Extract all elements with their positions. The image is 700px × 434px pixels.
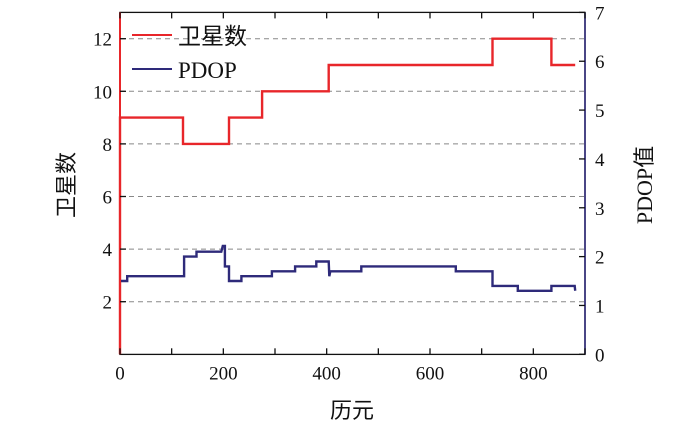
series-line-satellites [118, 37, 576, 355]
series-layer [118, 37, 577, 355]
y-tick-label-right: 1 [595, 296, 605, 317]
x-tick-label: 0 [115, 363, 125, 384]
y-tick-label-left: 6 [103, 188, 113, 209]
x-tick-label: 200 [209, 363, 238, 384]
x-tick-label: 400 [312, 363, 341, 384]
y-tick-label-left: 8 [103, 135, 113, 156]
legend-label-satellites: 卫星数 [178, 24, 247, 49]
x-tick-label: 600 [416, 363, 445, 384]
y-tick-label-right: 5 [595, 101, 605, 122]
y-tick-label-right: 4 [595, 150, 605, 171]
y-tick-label-right: 6 [595, 52, 605, 73]
legend-label-pdop: PDOP [178, 58, 237, 83]
y-tick-label-left: 12 [93, 30, 112, 51]
y-tick-label-right: 7 [595, 3, 605, 24]
y-tick-label-left: 10 [93, 82, 112, 103]
y-axis-label-left: 卫星数 [54, 152, 79, 218]
legend: 卫星数 PDOP [132, 24, 247, 83]
y-tick-label-right: 3 [595, 199, 605, 220]
y-axis-label-right: PDOP值 [632, 146, 657, 224]
x-tick-label: 800 [519, 363, 548, 384]
y-tick-label-left: 2 [103, 293, 113, 314]
y-tick-label-right: 0 [595, 345, 605, 366]
y-tick-label-right: 2 [595, 248, 605, 269]
series-line-pdop [120, 244, 577, 292]
x-axis-label: 历元 [330, 398, 374, 423]
y-tick-label-left: 4 [103, 240, 113, 261]
